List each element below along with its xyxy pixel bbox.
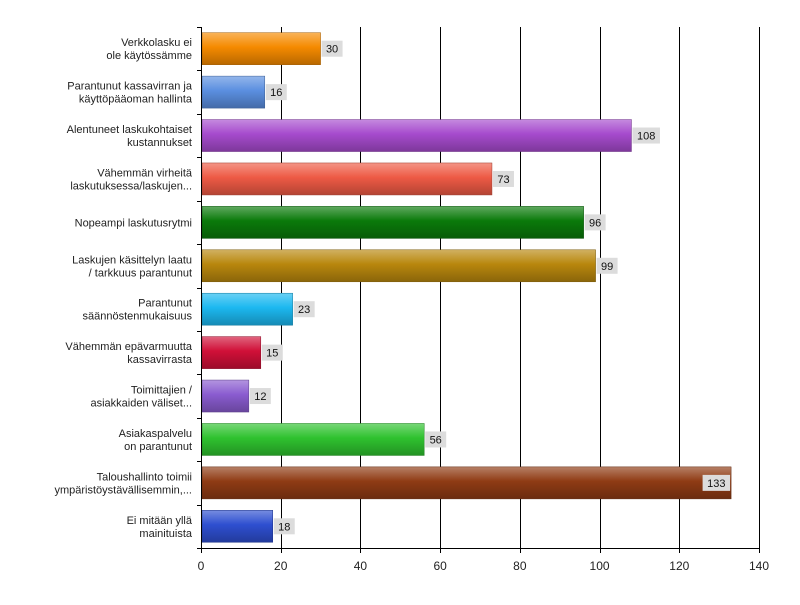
value-label-box (492, 170, 514, 187)
x-tick-label: 0 (198, 559, 205, 573)
value-label-box (293, 301, 315, 318)
bar (201, 162, 493, 196)
bar (201, 379, 250, 413)
grid-lines (281, 27, 760, 553)
category-label: Vähemmän epävarmuutta kassavirrasta (65, 341, 192, 366)
category-label: Vähemmän virheitä laskutuksessa/laskujen.… (70, 167, 193, 192)
x-tick-label: 100 (590, 559, 610, 573)
category-label-line: Vähemmän virheitä (97, 167, 193, 179)
category-label: Parantunut säännöstenmukaisuus (83, 298, 193, 323)
value-label-box (321, 40, 343, 57)
category-label-line: ole käytössämme (106, 50, 192, 62)
category-label-line: Verkkolasku ei (121, 37, 192, 49)
category-label-line: on parantunut (124, 441, 192, 453)
x-tick-label: 140 (749, 559, 769, 573)
category-label-line: säännöstenmukaisuus (83, 311, 193, 323)
category-label: Alentuneet laskukohtaiset kustannukset (67, 124, 192, 149)
bar (201, 510, 273, 543)
x-tick-label: 80 (513, 559, 527, 573)
category-label-line: Laskujen käsittelyn laatu (72, 254, 192, 266)
category-label-line: käyttöpääoman hallinta (79, 94, 193, 106)
category-label-line: Nopeampi laskutusrytmi (75, 217, 192, 229)
value-label: 18 (278, 521, 290, 533)
value-labels: 30 16 108 73 96 99 23 15 12 56 133 18 (249, 40, 731, 535)
category-label-line: kustannukset (127, 137, 192, 149)
value-label-box (273, 518, 295, 535)
value-label: 15 (266, 348, 278, 360)
category-label-line: Ei mitään yllä (127, 515, 193, 527)
category-label: Taloushallinto toimii ympäristöystävällis… (54, 471, 192, 496)
category-label-line: asiakkaiden väliset... (91, 398, 193, 410)
category-label: Asiakaspalvelu on parantunut (119, 428, 192, 453)
category-label-line: Parantunut kassavirran ja (67, 81, 193, 93)
bars (201, 32, 732, 543)
bar (201, 423, 425, 456)
value-label-box (702, 474, 731, 491)
bar (201, 249, 596, 283)
category-label-line: Asiakaspalvelu (119, 428, 192, 440)
bar (201, 466, 732, 500)
value-label: 133 (707, 478, 725, 490)
bar (201, 206, 584, 239)
x-tick-label: 40 (354, 559, 368, 573)
category-label-line: kassavirrasta (127, 354, 193, 366)
category-label-line: Toimittajien / (131, 385, 193, 397)
value-label-box (265, 84, 287, 101)
category-labels: Verkkolasku ei ole käytössämme Parantunut … (54, 37, 192, 540)
category-label-line: Taloushallinto toimii (97, 471, 192, 483)
category-label-line: / tarkkuus parantunut (89, 267, 192, 279)
category-label-line: mainituista (139, 528, 192, 540)
bar (201, 336, 262, 369)
bar (201, 292, 293, 326)
category-label: Verkkolasku ei ole käytössämme (106, 37, 192, 62)
value-label: 56 (430, 434, 442, 446)
category-label-line: Vähemmän epävarmuutta (65, 341, 192, 353)
category-label-line: Parantunut (138, 298, 192, 310)
category-label: Parantunut kassavirran ja käyttöpääoman h… (67, 81, 193, 106)
value-label: 108 (637, 131, 655, 143)
category-label-line: laskutuksessa/laskujen... (70, 180, 192, 192)
bar (201, 32, 321, 65)
x-tick-label: 60 (433, 559, 447, 573)
bar (201, 119, 632, 152)
x-tick-label: 120 (669, 559, 689, 573)
value-label-box (632, 127, 660, 144)
category-label: Toimittajien / asiakkaiden väliset... (91, 385, 193, 410)
value-label-box (249, 388, 271, 405)
value-label: 73 (497, 174, 509, 186)
category-label: Ei mitään yllä mainituista (127, 515, 193, 540)
category-label-line: ympäristöystävällisemmin,... (54, 484, 192, 496)
value-label: 30 (326, 44, 338, 56)
category-label-line: Alentuneet laskukohtaiset (67, 124, 192, 136)
category-label: Nopeampi laskutusrytmi (75, 217, 192, 229)
value-label: 96 (589, 217, 601, 229)
category-label: Laskujen käsittelyn laatu / tarkkuus para… (72, 254, 192, 279)
value-label: 23 (298, 304, 310, 316)
value-label: 12 (254, 391, 266, 403)
value-label: 16 (270, 87, 282, 99)
bar (201, 75, 266, 109)
value-label-box (425, 431, 447, 448)
value-label: 99 (601, 261, 613, 273)
value-label-box (584, 214, 606, 231)
axes: 0 20 40 60 80 100 120 140 (197, 27, 769, 573)
value-label-box (596, 257, 618, 274)
value-label-box (261, 344, 283, 361)
x-tick-label: 20 (274, 559, 288, 573)
